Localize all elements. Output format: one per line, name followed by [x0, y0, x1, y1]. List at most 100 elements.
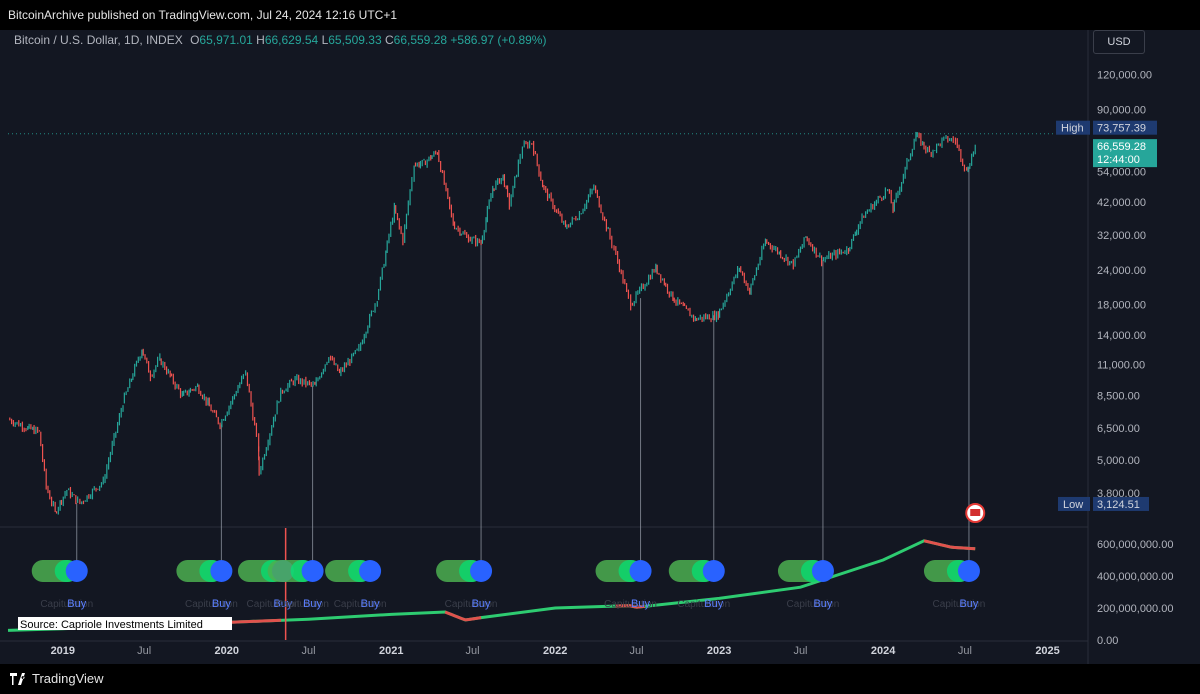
x-tick-label: Jul — [465, 645, 479, 657]
buy-signal-label: Buy — [67, 598, 86, 610]
open-label: O — [190, 33, 200, 47]
tradingview-logo-icon — [10, 673, 25, 685]
source-label: Source: Capriole Investments Limited — [20, 619, 203, 631]
x-tick-label: 2025 — [1035, 645, 1059, 657]
buy-signal-dot — [65, 560, 88, 582]
faint-signal-label: Capitulation — [247, 599, 300, 610]
x-tick-label: 2022 — [543, 645, 567, 657]
buy-signal-dot — [629, 560, 652, 582]
low-label: L — [321, 33, 329, 47]
last-price-value: 66,559.28 — [1097, 141, 1146, 153]
high-value: 66,629.54 — [264, 33, 319, 47]
high-badge-label-bg — [1056, 120, 1090, 135]
indicator-tick-label: 200,000,000.00 — [1097, 603, 1173, 615]
change-value: +586.97 (+0.89%) — [450, 33, 547, 47]
buy-signal-label: Buy — [273, 598, 292, 610]
close-value: 66,559.28 — [393, 33, 448, 47]
low-badge-value: 3,124.51 — [1097, 499, 1140, 511]
faint-signal-label: Capitulation — [445, 599, 498, 610]
low-badge-label: Low — [1063, 499, 1083, 511]
low-value: 65,509.33 — [328, 33, 382, 47]
price-tick-label: 14,000.00 — [1097, 330, 1146, 342]
footer-brand: TradingView — [32, 671, 104, 686]
x-tick-label: 2020 — [215, 645, 239, 657]
x-tick-label: Jul — [958, 645, 972, 657]
price-tick-label: 54,000.00 — [1097, 166, 1146, 178]
last-price-badge-bg — [1093, 139, 1157, 168]
chart-canvas[interactable]: 2019 Jul 2020 Jul 2021 Jul 2022 Jul 2023 Jul 2024 J… — [0, 0, 1200, 664]
us-flag-stripes-icon — [970, 509, 981, 516]
buy-signal-dot — [957, 560, 980, 582]
price-tick-label: 5,000.00 — [1097, 455, 1140, 467]
bar-countdown: 12:44:00 — [1097, 154, 1140, 166]
x-tick-label: Jul — [629, 645, 643, 657]
footer-bar: TradingView — [0, 664, 1200, 694]
x-tick-label: Jul — [302, 645, 316, 657]
price-tick-label: 18,000.00 — [1097, 300, 1146, 312]
publisher-text: BitcoinArchive published on TradingView.… — [8, 8, 398, 22]
faint-signal-label: Capitulation — [276, 599, 329, 610]
indicator-tick-label: 600,000,000.00 — [1097, 539, 1173, 551]
indicator-red-segment — [615, 604, 646, 609]
low-badge-bg — [1093, 496, 1149, 511]
x-tick-label: 2024 — [871, 645, 896, 657]
high-badge-bg — [1093, 120, 1157, 135]
buy-signal-label: Buy — [303, 598, 322, 610]
x-tick-label: 2023 — [707, 645, 731, 657]
buy-signal-dot — [470, 560, 493, 582]
indicator-line — [7, 539, 976, 632]
faint-signal-label: Capitulation — [604, 599, 657, 610]
price-tick-label: 42,000.00 — [1097, 197, 1146, 209]
currency-button[interactable]: USD — [1093, 30, 1145, 54]
high-badge-label: High — [1061, 123, 1084, 135]
indicator-tick-label: 400,000,000.00 — [1097, 571, 1173, 583]
symbol-legend: Bitcoin / U.S. Dollar, 1D, INDEX O65,971… — [14, 33, 546, 47]
low-badge-label-bg — [1058, 496, 1090, 511]
price-tick-label: 90,000.00 — [1097, 105, 1146, 117]
faint-signal-label: Capitulation — [334, 599, 387, 610]
x-tick-label: 2019 — [51, 645, 75, 657]
buy-signal-dot — [359, 560, 382, 582]
close-label: C — [384, 33, 394, 47]
x-tick-label: 2021 — [379, 645, 403, 657]
indicator-tick-label: 0.00 — [1097, 635, 1118, 647]
buy-signal-label: Buy — [631, 598, 650, 610]
indicator-red-segment — [923, 539, 976, 551]
buy-signal-dot — [811, 560, 834, 582]
publisher-bar: BitcoinArchive published on TradingView.… — [0, 0, 1200, 30]
x-tick-label: Jul — [137, 645, 151, 657]
indicator-red-segment — [444, 610, 482, 622]
buy-signal-label: Buy — [959, 598, 978, 610]
buy-signal-label: Buy — [212, 598, 231, 610]
buy-signal-dot — [301, 560, 324, 582]
x-tick-label: Jul — [793, 645, 807, 657]
price-tick-label: 6,500.00 — [1097, 423, 1140, 435]
price-tick-label: 32,000.00 — [1097, 230, 1146, 242]
price-tick-label: 8,500.00 — [1097, 391, 1140, 403]
price-tick-label: 24,000.00 — [1097, 265, 1146, 277]
buy-signal-label: Buy — [704, 598, 723, 610]
buy-signal-label: Buy — [813, 598, 832, 610]
buy-signal-dot — [210, 560, 233, 582]
open-value: 65,971.01 — [199, 33, 253, 47]
price-tick-label: 120,000.00 — [1097, 70, 1152, 82]
source-label-bg — [18, 617, 232, 630]
faint-signal-label: Capitulation — [787, 599, 840, 610]
price-candles — [9, 131, 976, 515]
symbol-name[interactable]: Bitcoin / U.S. Dollar, 1D, INDEX — [14, 33, 183, 47]
faint-signal-label: Capitulation — [677, 599, 730, 610]
price-tick-label: 11,000.00 — [1097, 359, 1145, 371]
faint-signal-label: Capitulation — [185, 599, 238, 610]
high-label: H — [256, 33, 265, 47]
buy-signal-dot — [702, 560, 725, 582]
buy-signal-label: Buy — [472, 598, 491, 610]
